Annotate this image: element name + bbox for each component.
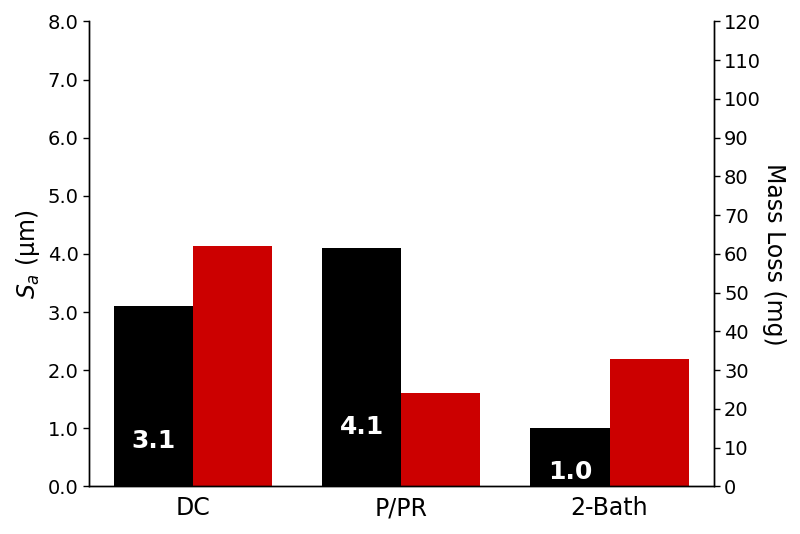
Bar (193, 246, 272, 486)
Text: 24: 24 (423, 407, 458, 431)
Text: 3.1: 3.1 (131, 429, 175, 453)
Bar (114, 306, 193, 486)
Text: 33: 33 (632, 382, 666, 406)
Text: 4.1: 4.1 (339, 415, 384, 439)
Y-axis label: $S_a$ (μm): $S_a$ (μm) (14, 209, 42, 299)
Text: 62: 62 (215, 301, 250, 325)
Bar (610, 358, 689, 486)
Bar (402, 394, 481, 486)
Text: 1.0: 1.0 (548, 460, 592, 484)
Bar (530, 428, 610, 486)
Bar (322, 248, 402, 486)
Y-axis label: Mass Loss (mg): Mass Loss (mg) (762, 162, 786, 345)
